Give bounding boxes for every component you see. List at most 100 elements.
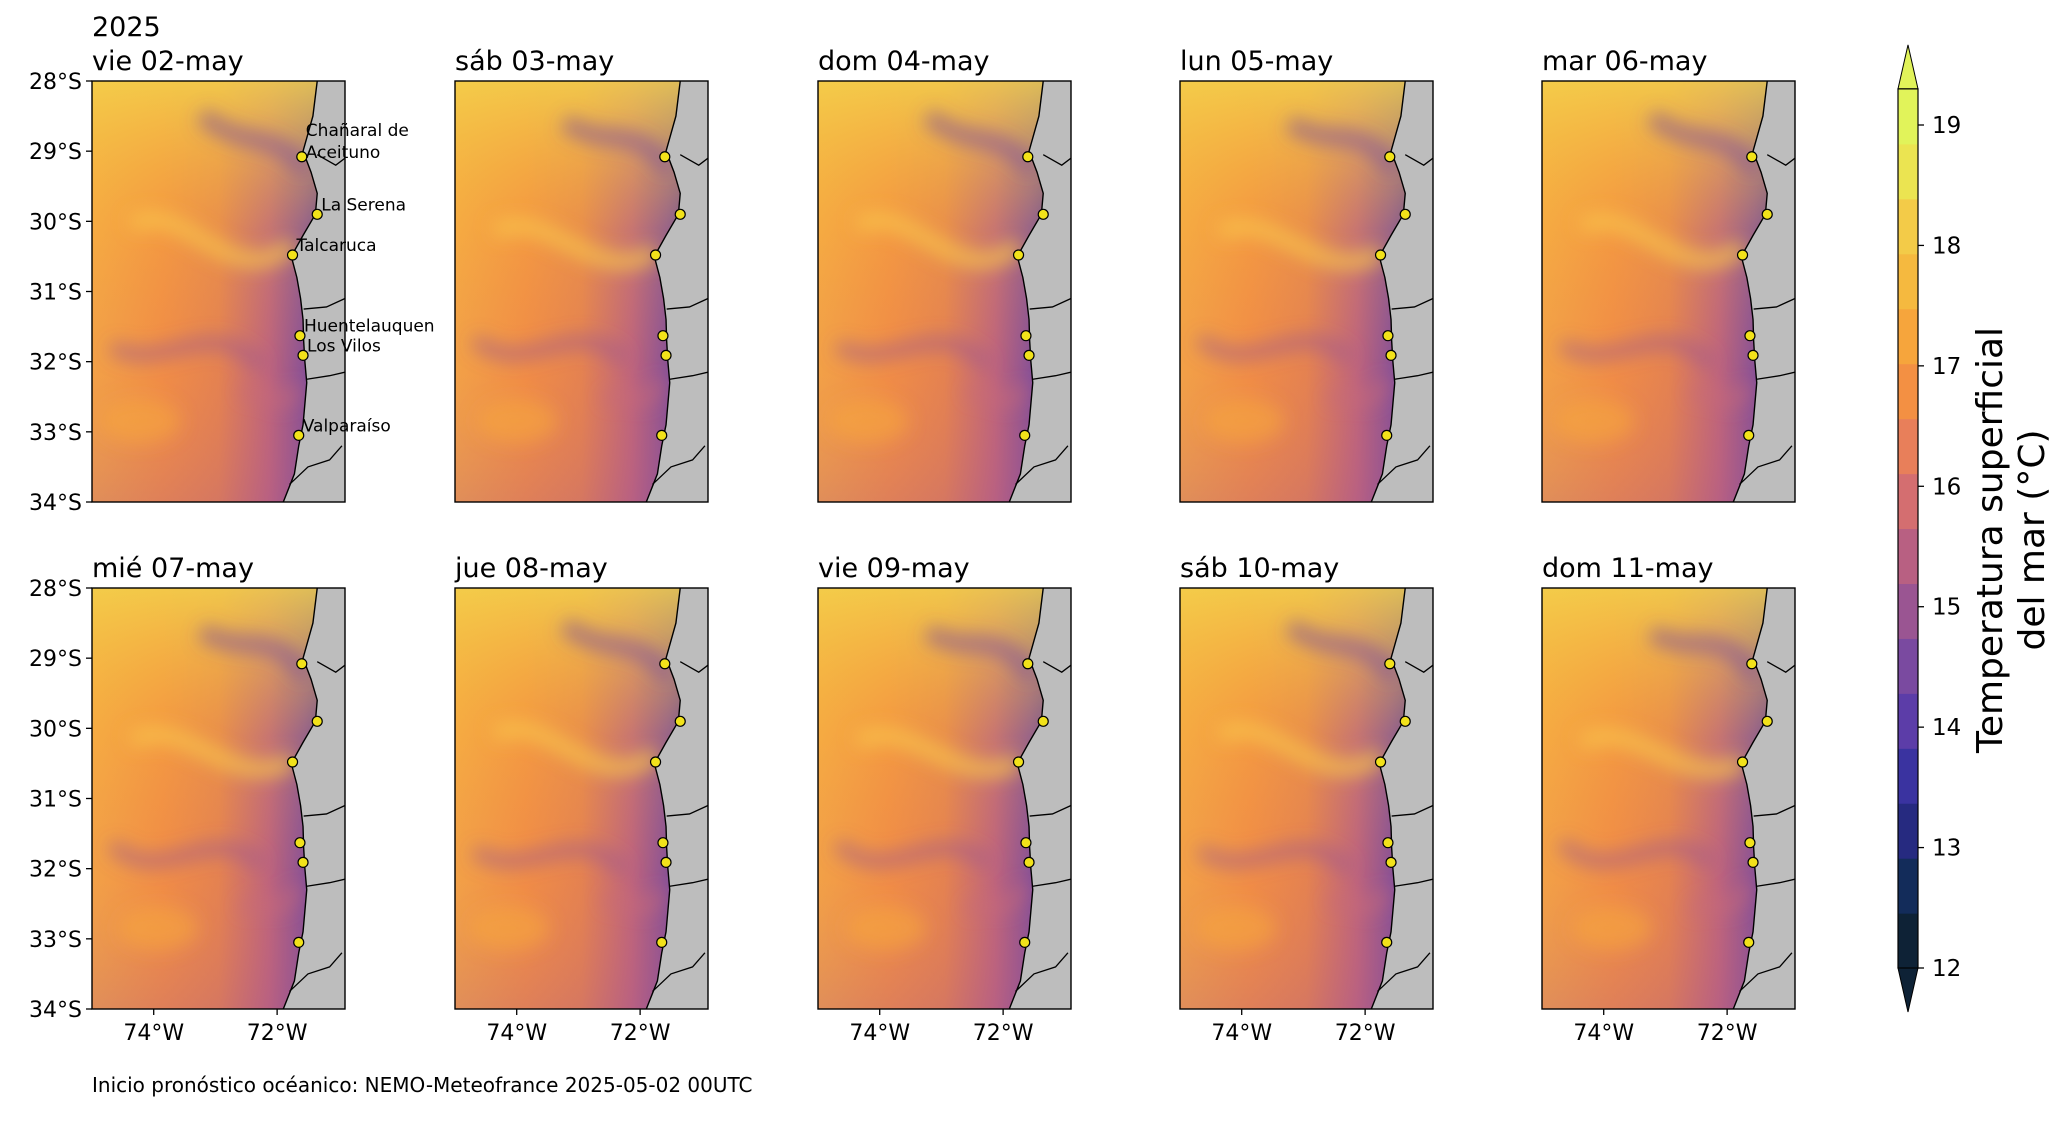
region-border	[316, 154, 345, 166]
panel-date-title: dom 04-may	[818, 46, 989, 77]
y-tick-label: 30°S	[29, 210, 82, 235]
y-tick-label: 31°S	[29, 788, 82, 813]
location-marker	[1761, 208, 1773, 220]
location-marker	[296, 658, 308, 670]
map-panel: vie 09-may 74°W 72°W	[817, 553, 1072, 1046]
location-marker	[293, 936, 305, 948]
location-marker	[286, 756, 299, 768]
panel-frame	[1179, 587, 1434, 1010]
location-marker	[1746, 151, 1758, 163]
region-border	[1404, 154, 1433, 166]
sst-eddies	[100, 108, 315, 443]
region-border	[303, 297, 345, 310]
region-border	[1739, 445, 1793, 485]
x-tick-label: 72°W	[1697, 1021, 1758, 1046]
location-marker	[1382, 330, 1394, 342]
region-border	[1756, 371, 1795, 380]
region-border	[306, 371, 345, 380]
location-label: Valparaíso	[303, 416, 391, 436]
sst-field	[818, 81, 1071, 502]
location-marker	[294, 837, 306, 849]
x-tick-label: 74°W	[1211, 1021, 1272, 1046]
region-border	[1029, 804, 1071, 817]
panel-date-title: lun 05-may	[1180, 46, 1333, 77]
x-tick-label: 74°W	[123, 1021, 184, 1046]
location-label: Los Vilos	[307, 336, 381, 356]
region-border	[1766, 661, 1795, 673]
region-border	[679, 154, 708, 166]
coastline	[1732, 588, 1768, 1009]
colorbar: 12 13 14 15 16 17 18 19 Temperatura superficial d…	[1897, 44, 2053, 1013]
map-panel: vie 02-may 28°S 29°S 30°S 31°S 32°S 33°S 34°S Ch…	[29, 46, 435, 516]
colorbar-tick-label: 14	[1932, 715, 1961, 741]
panels-grid: vie 02-may 28°S 29°S 30°S 31°S 32°S 33°S 34°S Ch…	[29, 46, 1796, 1046]
colorbar-tick-label: 15	[1932, 595, 1961, 621]
location-marker	[657, 330, 669, 342]
y-tick-label: 28°S	[29, 577, 82, 602]
sst-field	[1542, 588, 1795, 1009]
colorbar-extend-max	[1897, 44, 1919, 90]
location-marker	[656, 429, 668, 441]
sst-field	[455, 588, 708, 1009]
region-border	[1032, 371, 1071, 380]
region-border	[1394, 371, 1433, 380]
region-border	[669, 878, 708, 887]
coastline	[282, 588, 318, 1009]
location-marker	[1384, 658, 1396, 670]
colorbar-segment	[1898, 418, 1918, 475]
panel-date-title: mié 07-may	[92, 553, 254, 584]
location-marker	[1019, 936, 1031, 948]
location-label: La Serena	[321, 195, 406, 215]
location-marker	[294, 330, 306, 342]
location-marker	[657, 837, 669, 849]
location-marker	[660, 856, 672, 868]
panel-date-title: vie 02-may	[92, 46, 244, 77]
region-border	[1377, 445, 1431, 485]
coastline	[1732, 81, 1768, 502]
colorbar-tick-label: 19	[1932, 113, 1961, 139]
region-border	[1032, 878, 1071, 887]
location-marker	[1037, 715, 1049, 727]
coastline	[645, 81, 681, 502]
land-area	[1733, 588, 1795, 1009]
location-marker	[1022, 658, 1034, 670]
colorbar-extend-min	[1897, 967, 1919, 1013]
location-marker	[1744, 330, 1756, 342]
land-area	[1009, 588, 1071, 1009]
map-panel: dom 04-may	[817, 46, 1072, 503]
colorbar-segment	[1898, 913, 1918, 969]
colorbar-segment	[1898, 253, 1918, 310]
colorbar-segment	[1898, 88, 1918, 145]
region-border	[289, 445, 343, 485]
colorbar-frame	[1897, 88, 1919, 969]
y-tick-label: 32°S	[29, 858, 82, 883]
location-marker	[1037, 208, 1049, 220]
land-area	[1371, 588, 1433, 1009]
region-border	[303, 804, 345, 817]
figure-year: 2025	[92, 12, 161, 43]
colorbar-tick-label: 17	[1932, 354, 1961, 380]
location-marker	[1381, 936, 1393, 948]
sst-field	[1542, 81, 1795, 502]
sst-eddies	[107, 623, 315, 950]
map-panel: sáb 10-may 74°W 72°W	[1179, 553, 1434, 1046]
region-border	[669, 371, 708, 380]
region-border	[679, 661, 708, 673]
location-marker	[1020, 330, 1032, 342]
y-tick-label: 31°S	[29, 281, 82, 306]
sst-field	[92, 588, 345, 1009]
location-marker	[1384, 151, 1396, 163]
colorbar-label: Temperatura superficial del mar (°C)	[1970, 327, 2053, 754]
location-marker	[297, 856, 309, 868]
x-tick-label: 74°W	[486, 1021, 547, 1046]
land-area	[1733, 81, 1795, 502]
sst-field	[818, 588, 1071, 1009]
map-panel: dom 11-may 74°W 72°W	[1541, 553, 1796, 1046]
panel-date-title: dom 11-may	[1542, 553, 1713, 584]
location-marker	[1019, 429, 1031, 441]
colorbar-segment	[1898, 693, 1918, 749]
coastline	[1008, 81, 1044, 502]
land-area	[283, 81, 345, 502]
location-marker	[296, 151, 308, 163]
